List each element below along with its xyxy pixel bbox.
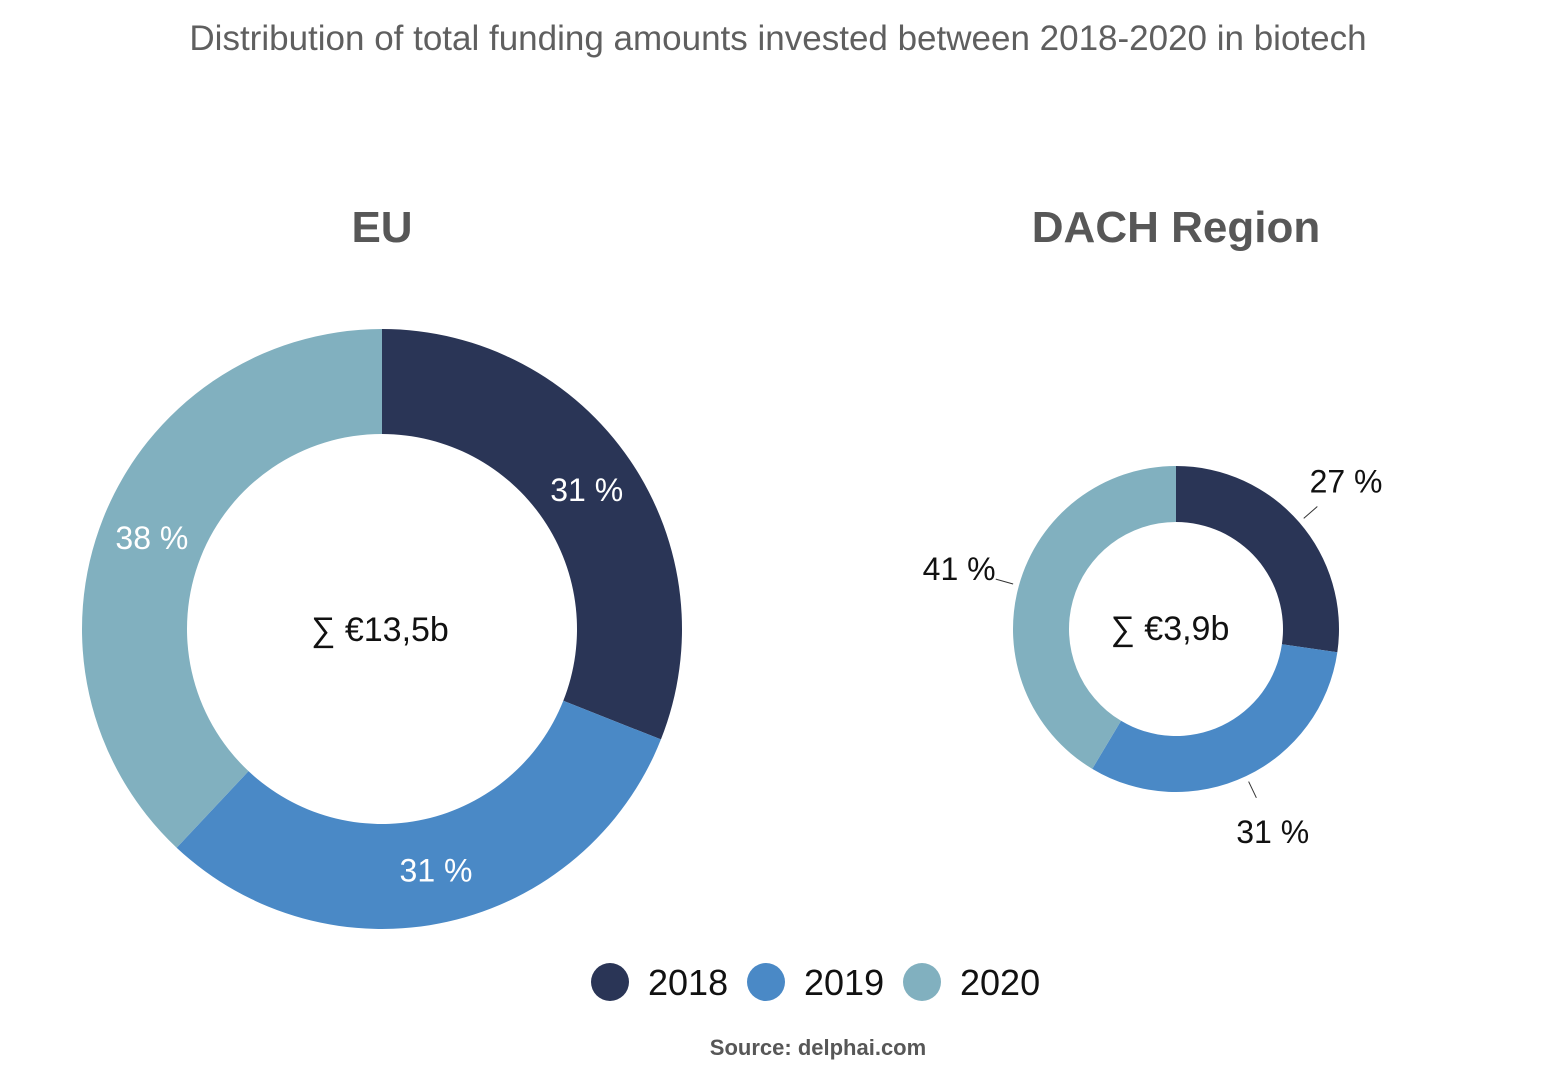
dach-leader-line-2019 (1248, 781, 1257, 799)
dach-leader-line-2020 (995, 578, 1014, 585)
dach-chart-title: DACH Region (1032, 203, 1320, 252)
dach-donut-slices (1012, 466, 1339, 792)
legend-label-2018: 2018 (648, 962, 728, 1003)
dach-data-label-2018: 27 % (1310, 464, 1383, 500)
dach-donut-labels: 27 % 31 % 41 % (923, 464, 1383, 851)
eu-slice-2018 (382, 329, 682, 740)
dach-slice-2019 (1092, 644, 1338, 792)
eu-data-label-2020: 38 % (115, 520, 188, 556)
dach-slice-2020 (1012, 466, 1176, 769)
eu-data-label-2018: 31 % (550, 472, 623, 508)
source-note: Source: delphai.com (710, 1035, 926, 1060)
legend-label-2020: 2020 (960, 962, 1040, 1003)
eu-chart-title: EU (351, 203, 412, 252)
legend-swatch-2018 (591, 963, 629, 1001)
eu-slice-2019 (176, 700, 661, 930)
legend-label-2019: 2019 (804, 962, 884, 1003)
legend-swatch-2019 (747, 963, 785, 1001)
chart-legend: 2018 2019 2020 (591, 962, 1040, 1003)
dach-data-label-2019: 31 % (1236, 814, 1309, 850)
eu-donut-chart: EU 31 % 31 % 38 % ∑ €13,5b (81, 203, 682, 930)
eu-donut-labels: 31 % 31 % 38 % (115, 472, 623, 889)
eu-slice-2020 (81, 329, 382, 848)
dach-total-label: ∑ €3,9b (1111, 610, 1230, 648)
dach-slice-2018 (1176, 466, 1339, 653)
eu-total-label: ∑ €13,5b (311, 611, 449, 649)
dach-donut-chart: DACH Region 27 % 31 % 41 % ∑ €3,9b (923, 203, 1383, 850)
dach-leader-line-2018 (1303, 506, 1318, 519)
dach-data-label-2020: 41 % (923, 551, 996, 587)
legend-swatch-2020 (903, 963, 941, 1001)
eu-data-label-2019: 31 % (400, 853, 473, 889)
chart-main-title: Distribution of total funding amounts in… (189, 19, 1366, 58)
eu-donut-slices (81, 329, 682, 930)
